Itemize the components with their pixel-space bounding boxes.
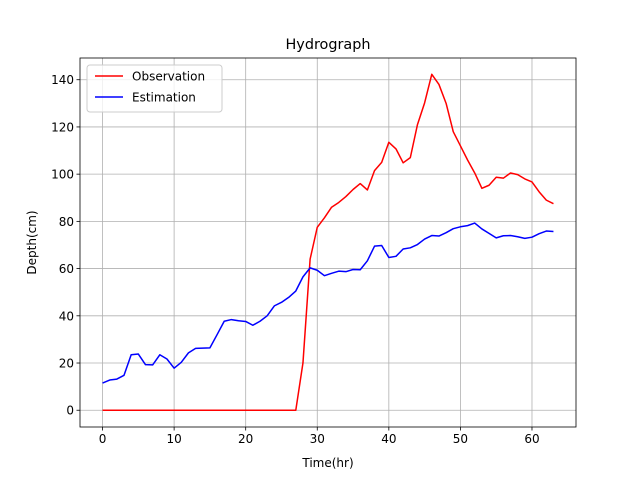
x-axis-label: Time(hr) — [301, 456, 353, 470]
y-tick-label: 20 — [59, 357, 74, 371]
x-tick-label: 40 — [381, 432, 396, 446]
plot-area-frame — [79, 57, 577, 428]
y-tick-label: 100 — [51, 168, 74, 182]
y-tick-label: 40 — [59, 309, 74, 323]
y-tick-label: 120 — [51, 120, 74, 134]
chart-title: Hydrograph — [285, 37, 370, 53]
y-tick-label: 0 — [66, 404, 74, 418]
legend: Observation Estimation — [86, 64, 223, 113]
estimation-series-line — [102, 222, 554, 384]
axis-ticks: 0 10 20 30 40 50 60 0 20 40 60 80 100 120 140 — [51, 73, 540, 446]
x-tick-label: 30 — [310, 432, 325, 446]
x-tick-label: 50 — [453, 432, 468, 446]
x-tick-label: 20 — [238, 432, 253, 446]
y-axis-label: Depth(cm) — [25, 210, 39, 274]
observation-series-line — [102, 73, 554, 411]
x-tick-label: 0 — [99, 432, 107, 446]
y-tick-label: 60 — [59, 262, 74, 276]
x-tick-label: 10 — [166, 432, 181, 446]
y-tick-label: 80 — [59, 215, 74, 229]
legend-estimation-label: Estimation — [132, 91, 196, 105]
legend-observation-label: Observation — [132, 70, 205, 84]
series-layer — [102, 73, 554, 411]
x-tick-label: 60 — [524, 432, 539, 446]
y-tick-label: 140 — [51, 73, 74, 87]
